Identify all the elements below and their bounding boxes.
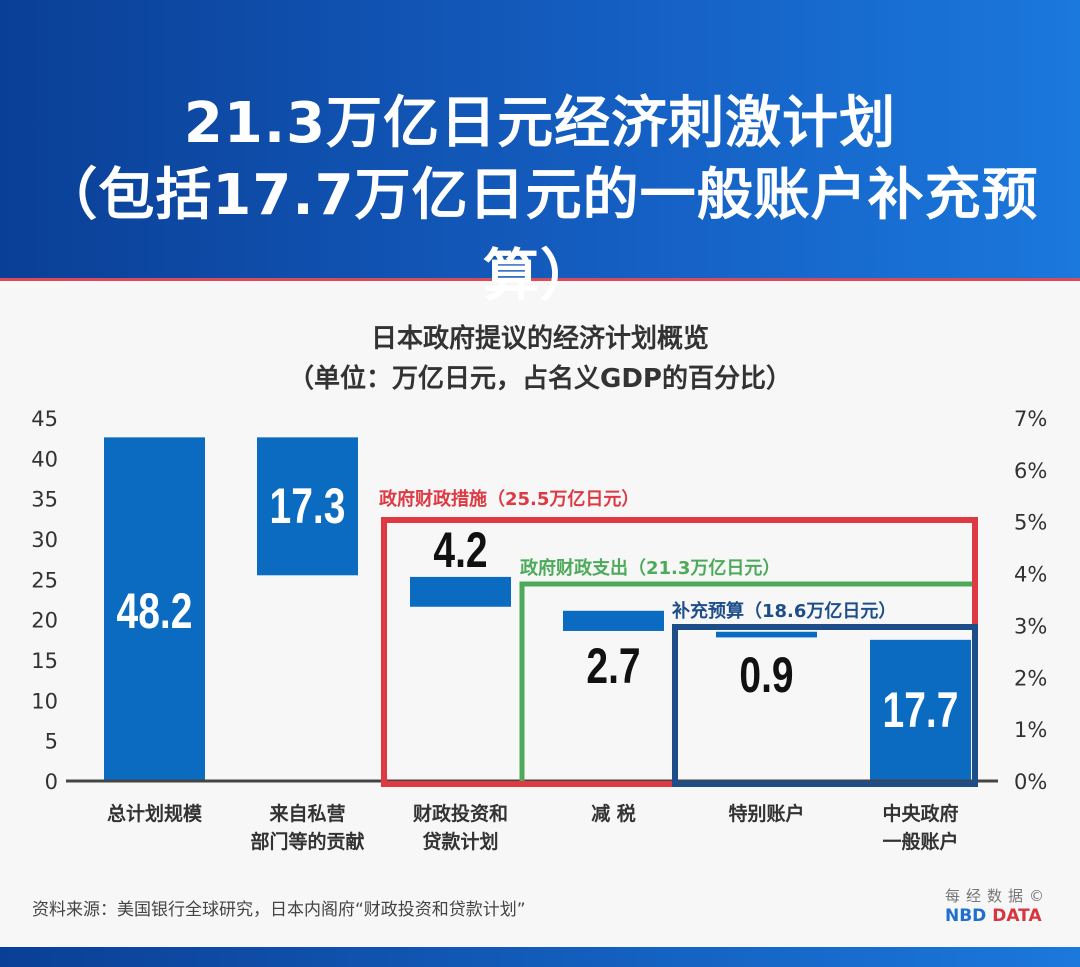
category-label: 减 税 bbox=[591, 802, 636, 825]
y2-tick-label: 5% bbox=[1014, 511, 1047, 535]
bar bbox=[104, 437, 205, 781]
group-box bbox=[672, 624, 978, 787]
logo-cn: 每经数据© bbox=[945, 887, 1051, 905]
data-label: 48.2 bbox=[117, 582, 193, 639]
category-label: 总计划规模 bbox=[107, 802, 203, 825]
group-label: 政府财政支出（21.3万亿日元） bbox=[520, 557, 780, 579]
logo-nbd: NBD bbox=[945, 906, 987, 926]
group-label: 补充预算（18.6万亿日元） bbox=[671, 600, 896, 622]
data-label: 17.7 bbox=[883, 681, 959, 738]
logo-data: DATA bbox=[992, 906, 1042, 926]
main-title: 21.3万亿日元经济刺激计划 bbox=[183, 91, 897, 156]
chart-title: 日本政府提议的经济计划概览 bbox=[370, 324, 709, 354]
y-tick-label: 40 bbox=[31, 447, 58, 471]
y-tick-label: 25 bbox=[31, 568, 58, 592]
y2-tick-label: 3% bbox=[1014, 614, 1047, 638]
header-banner: 21.3万亿日元经济刺激计划 （包括17.7万亿日元的一般账户补充预算） bbox=[0, 0, 1080, 309]
y2-tick-label: 4% bbox=[1014, 563, 1047, 587]
category-label: 来自私营 bbox=[269, 802, 345, 825]
y2-tick-label: 7% bbox=[1014, 407, 1047, 431]
y-tick-label: 20 bbox=[31, 609, 58, 633]
data-label: 2.7 bbox=[586, 637, 640, 694]
y2-tick-label: 0% bbox=[1014, 770, 1047, 794]
chart-subtitle: （单位：万亿日元，占名义GDP的百分比） bbox=[288, 364, 792, 394]
category-label: 财政投资和 bbox=[413, 802, 508, 825]
y-tick-label: 5 bbox=[45, 730, 58, 754]
category-label: 一般账户 bbox=[882, 830, 958, 853]
y-tick-label: 10 bbox=[31, 689, 58, 713]
y-tick-label: 30 bbox=[31, 528, 58, 552]
bar bbox=[563, 610, 664, 631]
y-tick-label: 0 bbox=[45, 770, 58, 794]
footer-bar bbox=[0, 947, 1080, 967]
data-label: 0.9 bbox=[739, 646, 793, 703]
bar bbox=[870, 639, 971, 781]
category-label: 特别账户 bbox=[728, 802, 804, 825]
y-tick-label: 15 bbox=[31, 649, 58, 673]
category-label: 部门等的贡献 bbox=[250, 830, 364, 853]
bar bbox=[410, 576, 511, 607]
group-label: 政府财政措施（25.5万亿日元） bbox=[379, 488, 639, 510]
main-subtitle: （包括17.7万亿日元的一般账户补充预算） bbox=[41, 163, 1039, 309]
bar bbox=[257, 437, 358, 576]
data-label: 4.2 bbox=[433, 521, 487, 578]
category-label: 贷款计划 bbox=[422, 830, 498, 853]
y2-tick-label: 1% bbox=[1014, 718, 1047, 742]
y2-tick-label: 2% bbox=[1014, 666, 1047, 690]
group-bracket bbox=[519, 581, 972, 781]
bar bbox=[716, 631, 817, 638]
source-note: 资料来源：美国银行全球研究，日本内阁府“财政投资和贷款计划” bbox=[32, 900, 526, 920]
y-tick-label: 45 bbox=[31, 407, 58, 431]
category-label: 中央政府 bbox=[882, 802, 958, 825]
y-tick-label: 35 bbox=[31, 488, 58, 512]
data-label: 17.3 bbox=[270, 477, 346, 534]
nbd-data-logo: 每经数据© NBD DATA bbox=[945, 885, 1055, 926]
y2-tick-label: 6% bbox=[1014, 459, 1047, 483]
